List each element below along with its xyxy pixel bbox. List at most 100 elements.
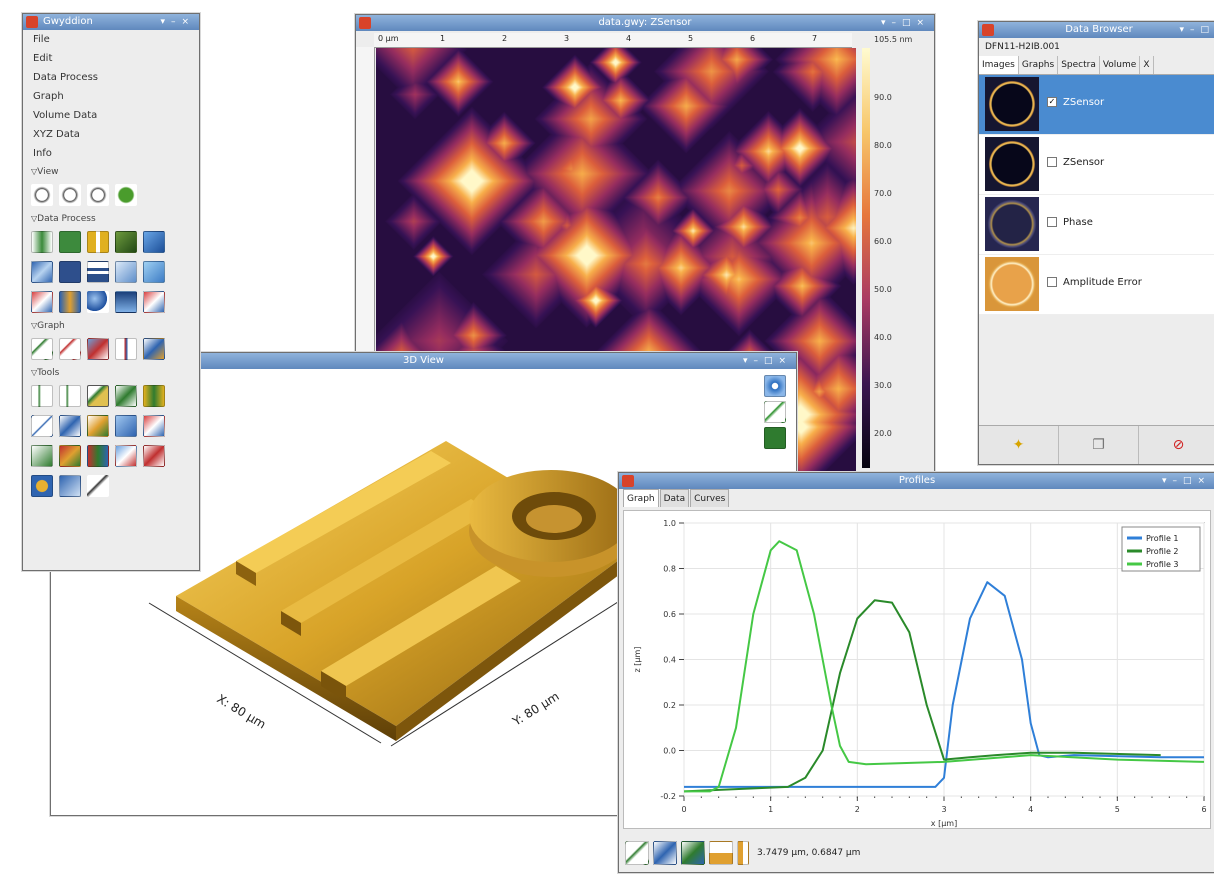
toolbox-window[interactable]: Gwyddion ▾–× File Edit Data Process Grap… [22,13,200,571]
plot-area[interactable]: 0 1 2 3 4 5 6 -0.2 0.0 0.2 0.4 0.6 0.8 1.0 x [µm] z [µm… [623,510,1211,829]
ruler-tick-label: 6 [750,34,756,43]
profile-icon[interactable] [87,385,109,407]
zoom-out-icon[interactable] [59,184,81,206]
crop-tool-icon[interactable] [87,445,109,467]
pen-icon[interactable] [87,415,109,437]
graph-window-titlebar[interactable]: Profiles ▾–□× [619,473,1214,489]
tab-curves[interactable]: Curves [690,489,730,507]
graph-cut-icon[interactable] [87,338,109,360]
graph-zoom-icon[interactable] [625,841,649,865]
duplicate-button[interactable]: ❐ [1059,426,1139,464]
new-item-button[interactable]: ✦ [979,426,1059,464]
color-range-icon[interactable] [115,291,137,313]
stats-icon[interactable] [143,261,165,283]
graph-export-icon[interactable] [709,841,733,865]
integrate-icon[interactable] [59,291,81,313]
window-controls[interactable]: ▾–× [160,17,195,27]
checkbox[interactable] [1047,277,1057,287]
3d-surface-render[interactable]: X: 80 µm Y: 80 µm [51,371,796,815]
mask-icon[interactable] [87,261,109,283]
menu-file[interactable]: File [33,34,50,45]
x-tick-label: 3 [941,805,946,814]
filter-icon[interactable] [59,261,81,283]
sphere-icon[interactable] [87,291,109,313]
spectro-icon[interactable] [115,385,137,407]
window-controls[interactable]: ▾–□ [1179,25,1214,35]
graph-icon[interactable] [764,401,786,423]
graph-fit-icon[interactable] [31,338,53,360]
correct-icon[interactable] [31,291,53,313]
flip-icon[interactable] [143,231,165,253]
read-value-icon[interactable] [31,385,53,407]
selection-icon[interactable] [59,475,81,497]
distance-icon[interactable] [59,385,81,407]
data-browser-window[interactable]: Data Browser ▾–□ DFN11-H2IB.001 Images G… [978,21,1214,465]
menu-edit[interactable]: Edit [33,53,53,64]
grain-icon[interactable] [115,261,137,283]
data-browser-titlebar[interactable]: Data Browser ▾–□ [979,22,1214,38]
tab-graphs[interactable]: Graphs [1019,56,1059,74]
color-icon[interactable] [31,475,53,497]
channel-item[interactable]: ZSensor [979,135,1214,195]
zoom-in-icon[interactable] [31,184,53,206]
checkbox-checked[interactable]: ✓ [1047,97,1057,107]
gear-icon[interactable] [764,375,786,397]
crop-icon[interactable] [59,231,81,253]
window-controls[interactable]: ▾–□× [880,18,930,28]
remove-icon[interactable] [143,291,165,313]
data-window-titlebar[interactable]: data.gwy: ZSensor ▾–□× [356,15,934,31]
checkbox[interactable] [1047,157,1057,167]
tab-images[interactable]: Images [979,56,1019,74]
graph-peaks-icon[interactable] [59,338,81,360]
scale-icon[interactable] [115,231,137,253]
stats-tool-icon[interactable] [143,385,165,407]
graph-window[interactable]: Profiles ▾–□× Graph Data Curves 0 1 2 3 4 5 6 -… [618,472,1214,873]
level-icon[interactable] [31,231,53,253]
profile-chart[interactable]: 0 1 2 3 4 5 6 -0.2 0.0 0.2 0.4 0.6 0.8 1.0 x [µm] z [µm… [624,511,1210,828]
graph-align-icon[interactable] [115,338,137,360]
toolbox-titlebar[interactable]: Gwyddion ▾–× [23,14,199,30]
window-controls[interactable]: ▾–□× [742,356,792,366]
tab-more[interactable]: X [1140,56,1154,74]
level-tool-icon[interactable] [31,445,53,467]
fft-icon[interactable] [31,261,53,283]
section-tools[interactable]: Tools [23,364,199,381]
graph-log-icon[interactable] [737,841,749,865]
section-graph[interactable]: Graph [23,317,199,334]
tab-data[interactable]: Data [659,489,690,507]
tools-row-3 [23,441,199,471]
line-icon[interactable] [31,415,53,437]
channel-item[interactable]: Phase [979,195,1214,255]
menu-volume-data[interactable]: Volume Data [33,110,98,121]
rotate-tool-icon[interactable] [59,415,81,437]
channel-item[interactable]: ✓ ZSensor [979,75,1214,135]
graph-export-icon[interactable] [143,338,165,360]
delete-tool-icon[interactable] [143,445,165,467]
brush-icon[interactable] [59,445,81,467]
channel-item[interactable]: Amplitude Error [979,255,1214,315]
section-view[interactable]: View [23,163,199,180]
menu-data-process[interactable]: Data Process [33,72,98,83]
grid-icon[interactable] [764,427,786,449]
mask-tool-icon[interactable] [115,415,137,437]
3d-view-icon[interactable] [115,184,137,206]
filter-tool-icon[interactable] [115,445,137,467]
checkbox[interactable] [1047,217,1057,227]
menu-xyz-data[interactable]: XYZ Data [33,129,80,140]
tab-graph[interactable]: Graph [623,489,659,507]
tab-spectra[interactable]: Spectra [1058,56,1100,74]
path-level-icon[interactable] [87,475,109,497]
zoom-fit-icon[interactable] [87,184,109,206]
window-controls[interactable]: ▾–□× [1161,476,1211,486]
section-data-process[interactable]: Data Process [23,210,199,227]
delete-button[interactable]: ⊘ [1139,426,1214,464]
rotate-icon[interactable] [87,231,109,253]
surface-ridge [281,499,491,623]
tab-volume[interactable]: Volume [1100,56,1141,74]
menu-info[interactable]: Info [33,148,52,159]
view-3d-titlebar[interactable]: 3D View ▾–□× [51,353,796,369]
graph-measure-icon[interactable] [681,841,705,865]
remove-spots-icon[interactable] [143,415,165,437]
graph-unzoom-icon[interactable] [653,841,677,865]
menu-graph[interactable]: Graph [33,91,64,102]
